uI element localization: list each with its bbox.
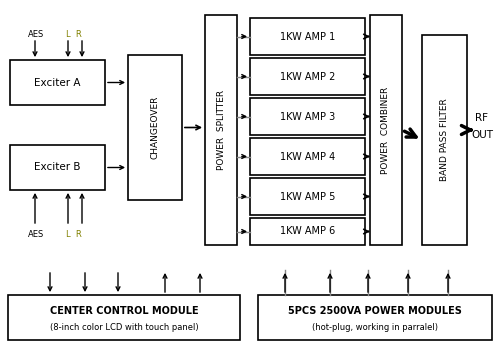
Text: BAND PASS FILTER: BAND PASS FILTER	[440, 98, 449, 181]
Bar	[128, 55, 182, 200]
Bar	[10, 60, 105, 105]
Bar	[250, 98, 365, 135]
Bar	[250, 58, 365, 95]
Text: CHANGEOVER: CHANGEOVER	[150, 96, 160, 159]
Text: Exciter A: Exciter A	[34, 78, 81, 87]
Bar	[250, 178, 365, 215]
Text: 1KW AMP 5: 1KW AMP 5	[280, 191, 335, 201]
Text: POWER  SPLITTER: POWER SPLITTER	[216, 90, 226, 170]
Text: 1KW AMP 2: 1KW AMP 2	[280, 71, 335, 81]
Text: 1KW AMP 1: 1KW AMP 1	[280, 32, 335, 41]
Bar	[250, 138, 365, 175]
Text: POWER  COMBINER: POWER COMBINER	[382, 86, 390, 174]
Text: (8-inch color LCD with touch panel): (8-inch color LCD with touch panel)	[50, 323, 199, 332]
Text: CENTER CONTROL MODULE: CENTER CONTROL MODULE	[50, 306, 199, 316]
Text: L  R: L R	[66, 30, 82, 39]
Text: 1KW AMP 6: 1KW AMP 6	[280, 227, 335, 237]
Text: OUT: OUT	[471, 130, 493, 140]
Text: RF: RF	[476, 113, 488, 123]
Text: 1KW AMP 4: 1KW AMP 4	[280, 151, 335, 161]
Text: L  R: L R	[66, 230, 82, 239]
Text: AES: AES	[28, 230, 44, 239]
Bar	[422, 35, 467, 245]
Bar	[250, 18, 365, 55]
Bar	[10, 145, 105, 190]
Text: Exciter B: Exciter B	[34, 163, 81, 173]
Text: AES: AES	[28, 30, 44, 39]
Bar	[258, 295, 492, 340]
Bar	[205, 15, 237, 245]
Text: (hot-plug, working in parralel): (hot-plug, working in parralel)	[312, 323, 438, 332]
Bar	[370, 15, 402, 245]
Bar	[250, 218, 365, 245]
Text: 1KW AMP 3: 1KW AMP 3	[280, 111, 335, 121]
Text: 5PCS 2500VA POWER MODULES: 5PCS 2500VA POWER MODULES	[288, 306, 462, 316]
Bar	[8, 295, 240, 340]
